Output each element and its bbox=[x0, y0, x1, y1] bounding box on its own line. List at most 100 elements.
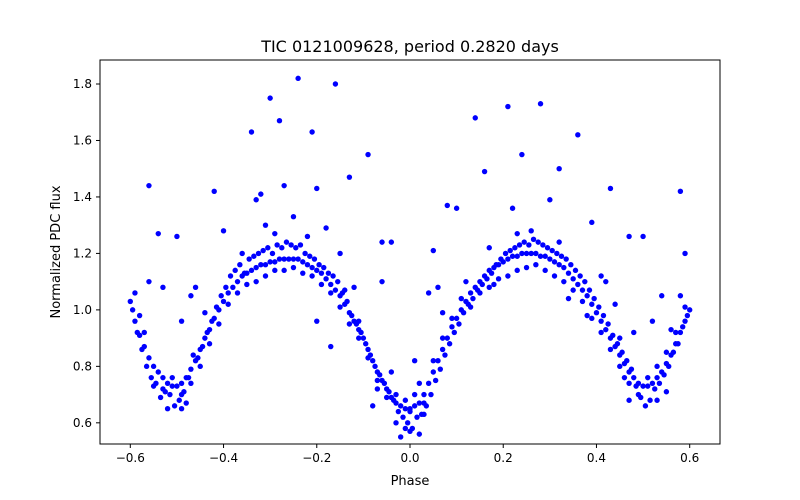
data-point bbox=[174, 383, 180, 389]
chart-title: TIC 0121009628, period 0.2820 days bbox=[260, 37, 559, 56]
data-point bbox=[444, 202, 450, 209]
data-point bbox=[425, 290, 432, 296]
data-point bbox=[262, 222, 269, 228]
data-point bbox=[251, 253, 257, 259]
data-point bbox=[437, 366, 443, 372]
data-point bbox=[397, 403, 404, 409]
data-point bbox=[253, 278, 259, 285]
data-point bbox=[139, 346, 145, 353]
y-tick-label: 1.2 bbox=[73, 246, 92, 260]
data-point bbox=[276, 256, 283, 262]
data-point bbox=[661, 372, 667, 378]
data-point bbox=[356, 335, 362, 341]
data-point bbox=[577, 273, 583, 279]
data-point bbox=[432, 377, 439, 384]
data-point bbox=[654, 363, 660, 370]
data-point bbox=[267, 95, 273, 101]
data-point bbox=[416, 400, 423, 406]
data-point bbox=[225, 290, 231, 296]
data-point bbox=[621, 374, 628, 381]
data-point bbox=[626, 397, 632, 403]
data-point bbox=[652, 386, 658, 392]
data-point bbox=[430, 369, 437, 375]
data-point bbox=[325, 270, 332, 276]
data-point bbox=[197, 363, 203, 370]
data-point bbox=[407, 428, 413, 434]
data-point bbox=[542, 253, 548, 259]
data-point bbox=[164, 406, 171, 412]
data-point bbox=[220, 298, 227, 305]
data-point bbox=[388, 369, 395, 375]
data-point bbox=[603, 326, 609, 333]
data-point bbox=[449, 324, 455, 330]
y-tick-label: 0.8 bbox=[73, 359, 92, 373]
data-point bbox=[146, 182, 152, 189]
data-point bbox=[192, 284, 199, 290]
data-point bbox=[150, 363, 157, 370]
data-point bbox=[328, 281, 334, 288]
data-point bbox=[321, 264, 327, 271]
data-point bbox=[682, 318, 688, 324]
data-point bbox=[684, 312, 691, 319]
data-point bbox=[258, 262, 264, 268]
data-point bbox=[169, 383, 175, 389]
data-point bbox=[663, 349, 670, 355]
data-point bbox=[614, 341, 621, 347]
data-point bbox=[491, 281, 497, 288]
data-point bbox=[467, 304, 474, 310]
data-point bbox=[169, 374, 175, 381]
data-point bbox=[174, 233, 180, 240]
data-point bbox=[297, 242, 304, 248]
data-point bbox=[365, 151, 371, 158]
data-point bbox=[185, 374, 192, 381]
data-point bbox=[255, 250, 262, 257]
data-point bbox=[337, 250, 343, 257]
y-tick-label: 1.6 bbox=[73, 133, 92, 147]
data-point bbox=[435, 358, 441, 364]
data-point bbox=[346, 174, 353, 180]
data-point bbox=[167, 391, 173, 398]
data-point bbox=[449, 315, 455, 322]
data-point bbox=[265, 245, 271, 251]
data-point bbox=[365, 346, 371, 353]
data-point bbox=[477, 290, 483, 296]
y-axis-label: Normalized PDC flux bbox=[49, 185, 64, 318]
data-point bbox=[155, 230, 161, 237]
data-point bbox=[230, 284, 236, 290]
data-point bbox=[507, 247, 513, 254]
data-point bbox=[453, 205, 460, 211]
data-point bbox=[570, 276, 576, 282]
data-point bbox=[493, 262, 499, 268]
data-point bbox=[379, 278, 385, 285]
data-point bbox=[467, 290, 474, 296]
data-point bbox=[330, 273, 336, 279]
data-point bbox=[421, 411, 427, 418]
data-point bbox=[218, 293, 224, 299]
data-point bbox=[400, 414, 406, 420]
data-point bbox=[444, 335, 450, 341]
data-point bbox=[239, 250, 245, 257]
data-point bbox=[188, 293, 194, 299]
data-point bbox=[598, 318, 604, 324]
data-point bbox=[509, 205, 516, 211]
data-point bbox=[190, 352, 196, 358]
data-point bbox=[421, 400, 427, 406]
data-point bbox=[307, 253, 313, 259]
data-point bbox=[565, 295, 572, 302]
data-point bbox=[323, 225, 329, 231]
data-point bbox=[656, 380, 663, 386]
data-point bbox=[202, 310, 208, 316]
data-point bbox=[575, 132, 581, 138]
data-point bbox=[223, 284, 229, 290]
data-point bbox=[360, 335, 367, 341]
data-point bbox=[421, 391, 427, 398]
data-point bbox=[579, 287, 586, 293]
data-point bbox=[258, 191, 264, 197]
x-tick-label: 0.4 bbox=[587, 451, 606, 465]
data-point bbox=[591, 295, 597, 302]
data-point bbox=[309, 129, 315, 135]
data-point bbox=[453, 315, 460, 322]
data-point bbox=[328, 343, 334, 350]
data-point bbox=[272, 267, 278, 274]
data-point bbox=[414, 414, 420, 420]
